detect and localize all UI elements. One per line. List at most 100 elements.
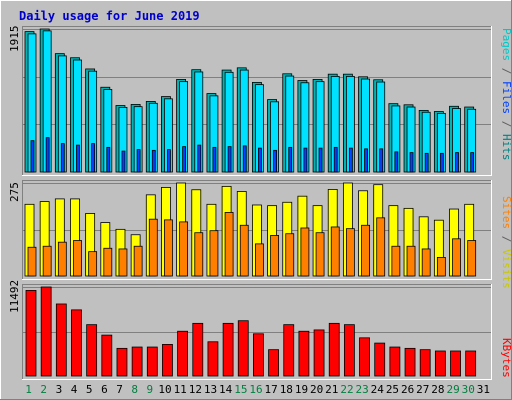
day-label-25: 25: [386, 383, 399, 396]
bar-pages-day-5: [91, 143, 96, 173]
bar-sites-day-21: [330, 226, 340, 277]
bar-sites-day-8: [133, 245, 143, 277]
bar-kbytes-day-3: [55, 303, 67, 377]
bar-sites-day-1: [27, 246, 37, 277]
hits-files-pages-panel: [22, 26, 492, 176]
legend-part: /: [500, 61, 512, 81]
bar-kbytes-day-5: [86, 324, 98, 377]
bar-kbytes-day-12: [192, 322, 204, 377]
bar-pages-day-23: [364, 148, 368, 173]
bar-pages-day-8: [136, 149, 141, 173]
bar-kbytes-day-23: [359, 337, 370, 377]
day-label-12: 12: [189, 383, 202, 396]
day-label-10: 10: [158, 383, 171, 396]
day-label-1: 1: [25, 383, 32, 396]
bar-sites-day-28: [436, 256, 446, 277]
bar-pages-day-29: [455, 152, 459, 173]
day-label-5: 5: [86, 383, 93, 396]
bar-sites-day-2: [42, 245, 52, 277]
bar-kbytes-day-22: [343, 324, 355, 377]
day-label-6: 6: [101, 383, 108, 396]
bar-kbytes-day-20: [313, 329, 325, 377]
bar-sites-day-14: [224, 212, 234, 277]
day-label-14: 14: [219, 383, 233, 396]
bar-sites-day-3: [57, 241, 67, 277]
bar-pages-day-18: [288, 146, 293, 173]
bar-kbytes-day-18: [283, 324, 295, 377]
day-label-26: 26: [401, 383, 414, 396]
day-label-23: 23: [356, 383, 369, 396]
bar-pages-day-27: [424, 152, 429, 173]
bar-sites-day-26: [406, 245, 416, 277]
bar-sites-day-6: [103, 247, 113, 277]
bar-pages-day-22: [348, 147, 353, 173]
visits-sites-panel: [22, 180, 492, 280]
bar-sites-day-10: [164, 219, 173, 277]
day-label-13: 13: [204, 383, 217, 396]
legend-part: /: [500, 114, 512, 134]
bar-sites-day-4: [73, 240, 82, 277]
day-label-8: 8: [131, 383, 138, 396]
bar-sites-day-25: [391, 245, 401, 277]
bar-pages-day-20: [318, 147, 323, 173]
bar-pages-day-2: [45, 137, 50, 173]
legend-part: /: [500, 229, 512, 249]
bar-kbytes-day-11: [177, 330, 189, 377]
bar-pages-day-14: [227, 146, 232, 173]
bar-kbytes-day-27: [419, 349, 431, 377]
bar-kbytes-day-15: [237, 320, 249, 377]
bar-kbytes-day-1: [25, 290, 37, 377]
bar-kbytes-day-8: [131, 346, 143, 377]
bar-kbytes-day-17: [268, 349, 279, 377]
bar-sites-day-15: [239, 224, 249, 277]
bar-sites-day-22: [345, 228, 355, 277]
bar-pages-day-24: [379, 148, 384, 173]
bar-kbytes-day-26: [404, 347, 416, 377]
bar-kbytes-day-7: [116, 347, 128, 377]
bar-pages-day-13: [212, 146, 217, 173]
bar-pages-day-17: [273, 149, 277, 173]
bar-pages-day-10: [167, 149, 171, 173]
bar-pages-day-6: [106, 146, 111, 173]
bar-pages-day-1: [30, 140, 35, 173]
bar-kbytes-day-21: [328, 322, 340, 377]
bar-sites-day-27: [421, 248, 431, 277]
legend-pages-files-hits: Pages / Files / Hits: [500, 28, 512, 161]
bar-kbytes-day-10: [162, 344, 173, 377]
bar-pages-day-9: [151, 149, 156, 173]
bar-kbytes-day-28: [434, 350, 446, 377]
bar-kbytes-day-13: [207, 341, 219, 377]
bar-sites-day-23: [361, 224, 370, 277]
bar-sites-day-16: [255, 243, 264, 277]
bar-sites-day-9: [148, 218, 158, 277]
day-label-29: 29: [446, 383, 459, 396]
bar-sites-day-24: [376, 217, 386, 277]
legend-part: Hits: [500, 134, 512, 161]
bar-sites-day-13: [209, 230, 219, 277]
day-label-9: 9: [147, 383, 154, 396]
day-label-27: 27: [416, 383, 429, 396]
day-labels: 1 2 3 4 5 6 7 8 9 10 11 12 13 14 15 16 17 18 19 20 21 22 23 24 2…: [25, 383, 490, 396]
day-label-18: 18: [280, 383, 293, 396]
bar-pages-day-30: [470, 152, 475, 173]
day-label-2: 2: [40, 383, 47, 396]
bar-kbytes-day-25: [389, 346, 401, 377]
legend-part: Visits: [500, 249, 512, 289]
bar-kbytes-day-9: [146, 346, 158, 377]
bar-sites-day-20: [315, 232, 325, 277]
bar-pages-day-12: [197, 144, 202, 173]
bar-pages-day-3: [60, 143, 65, 173]
bar-sites-day-17: [270, 235, 279, 277]
bar-kbytes-day-19: [298, 330, 310, 377]
bar-pages-day-26: [409, 152, 414, 173]
bar-kbytes-day-4: [71, 309, 82, 377]
day-label-11: 11: [174, 383, 187, 396]
day-label-20: 20: [310, 383, 323, 396]
day-label-7: 7: [116, 383, 123, 396]
day-label-3: 3: [56, 383, 63, 396]
bar-pages-day-11: [182, 146, 187, 173]
day-label-19: 19: [295, 383, 308, 396]
legend-part: KBytes: [500, 338, 512, 378]
bar-kbytes-day-14: [222, 322, 234, 377]
